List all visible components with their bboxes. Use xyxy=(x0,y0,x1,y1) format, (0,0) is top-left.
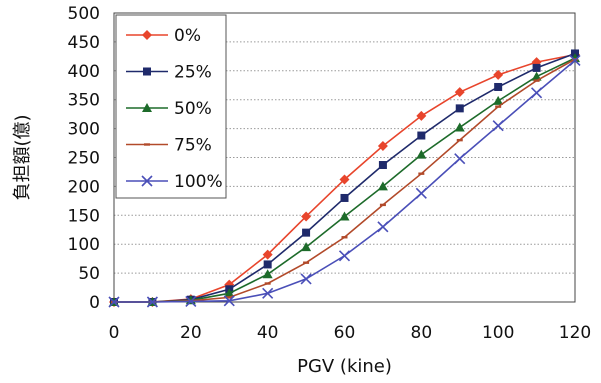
x-tick-label: 20 xyxy=(180,323,202,343)
x-tick-label: 40 xyxy=(257,323,279,343)
legend-marker xyxy=(142,103,152,112)
x-tick-label: 60 xyxy=(334,323,356,343)
legend-marker xyxy=(142,30,152,40)
legend-label: 25% xyxy=(174,63,212,83)
data-point xyxy=(415,187,427,199)
data-point xyxy=(262,287,274,299)
series-100pct xyxy=(108,54,581,308)
legend-item: 50% xyxy=(126,99,212,119)
legend-label: 100% xyxy=(174,172,223,192)
data-point xyxy=(494,82,503,91)
plot-frame xyxy=(113,12,576,303)
data-point xyxy=(185,295,197,307)
data-point xyxy=(301,242,312,252)
x-tick-label: 80 xyxy=(411,323,433,343)
data-point xyxy=(341,236,348,239)
data-point xyxy=(454,122,465,132)
data-point xyxy=(300,273,312,285)
data-point xyxy=(339,174,350,185)
data-point xyxy=(416,110,427,121)
data-point xyxy=(495,105,502,108)
data-point xyxy=(456,138,463,142)
data-point xyxy=(377,221,389,233)
legend-item: 0% xyxy=(126,26,201,46)
data-point xyxy=(223,295,235,307)
y-axis-title: 負担額(億) xyxy=(12,114,33,200)
x-axis-title: PGV (kine) xyxy=(297,356,392,377)
y-axis-ticks: 0 50 100 150 200 250 300 350 400 450 500 xyxy=(68,4,100,313)
legend-marker xyxy=(144,143,150,146)
y-tick-label: 0 xyxy=(89,293,100,313)
legend-marker xyxy=(143,67,151,76)
legend-item: 75% xyxy=(126,136,212,156)
x-axis-ticks: 0 20 40 60 80 100 120 xyxy=(109,323,592,343)
series-group xyxy=(108,49,581,308)
data-point xyxy=(264,282,271,285)
y-tick-label: 50 xyxy=(78,264,100,284)
data-point xyxy=(377,140,388,151)
data-point xyxy=(262,249,273,260)
data-point xyxy=(569,54,581,66)
x-tick-label: 120 xyxy=(559,323,591,343)
data-point xyxy=(416,149,427,159)
data-point xyxy=(339,211,350,221)
legend-item: 100% xyxy=(126,172,223,192)
data-point xyxy=(301,211,312,222)
data-point xyxy=(455,104,464,113)
y-tick-label: 250 xyxy=(68,149,100,169)
data-point xyxy=(263,260,272,269)
data-point xyxy=(340,193,349,202)
data-point xyxy=(454,153,466,165)
legend-label: 75% xyxy=(174,136,212,156)
data-point xyxy=(532,63,541,72)
legend-label: 50% xyxy=(174,99,212,119)
data-point xyxy=(533,79,540,82)
legend-marker xyxy=(141,175,153,187)
data-point xyxy=(418,172,425,175)
data-point xyxy=(454,87,465,98)
y-tick-label: 100 xyxy=(68,235,100,255)
data-point xyxy=(572,58,578,61)
data-point xyxy=(492,120,504,132)
legend-box xyxy=(115,14,227,199)
data-point xyxy=(302,228,311,237)
data-point xyxy=(108,296,120,308)
legend-item: 25% xyxy=(126,63,212,83)
x-tick-label: 0 xyxy=(109,323,120,343)
data-point xyxy=(224,288,235,298)
data-point xyxy=(146,296,158,308)
y-tick-label: 400 xyxy=(68,62,100,82)
data-point xyxy=(262,269,273,279)
data-point xyxy=(379,203,386,207)
y-tick-label: 450 xyxy=(68,33,100,53)
legend: 0% 25% 50% 75% 100% xyxy=(115,14,227,199)
data-point xyxy=(531,87,543,99)
x-tick-label: 100 xyxy=(482,323,514,343)
data-point xyxy=(493,95,504,105)
data-point xyxy=(378,161,387,170)
data-point xyxy=(493,69,504,80)
legend-label: 0% xyxy=(174,26,201,46)
data-point xyxy=(303,261,310,264)
y-tick-label: 150 xyxy=(68,206,100,226)
y-tick-label: 300 xyxy=(68,120,100,140)
data-point xyxy=(338,250,351,262)
data-point xyxy=(377,181,388,191)
y-tick-label: 500 xyxy=(68,4,100,24)
y-tick-label: 350 xyxy=(68,91,100,111)
y-tick-label: 200 xyxy=(68,177,100,197)
data-point xyxy=(417,131,426,140)
data-point xyxy=(226,296,233,299)
